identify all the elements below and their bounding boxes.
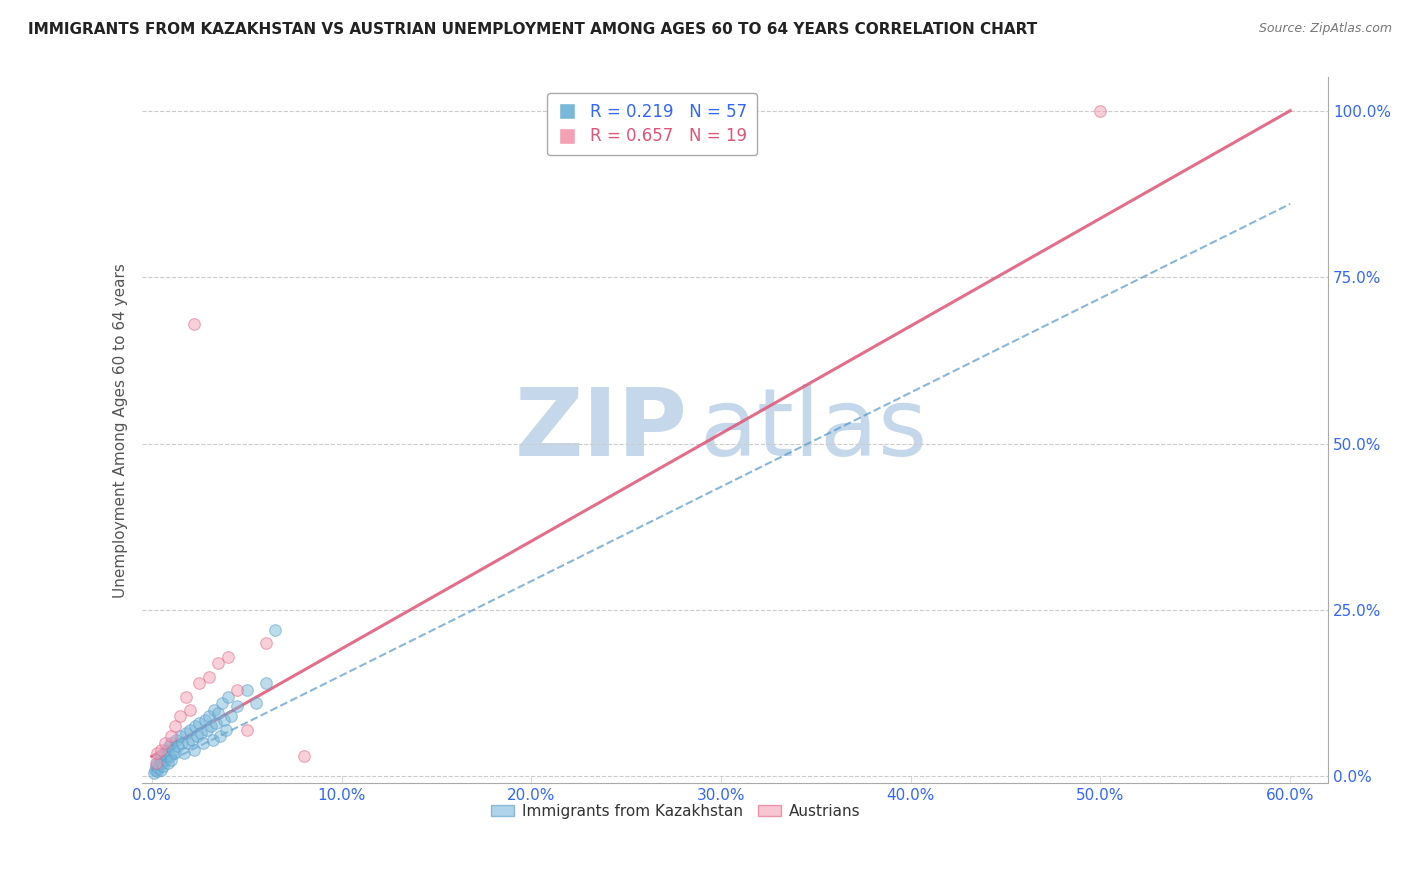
Text: ZIP: ZIP	[515, 384, 688, 476]
Point	[215, 723, 238, 737]
Point	[163, 719, 186, 733]
Point	[207, 657, 229, 671]
Point	[172, 736, 194, 750]
Y-axis label: Unemployment Among Ages 60 to 64 years: Unemployment Among Ages 60 to 64 years	[114, 263, 128, 598]
Point	[166, 732, 188, 747]
Point	[180, 732, 202, 747]
Point	[188, 676, 211, 690]
Point	[173, 746, 195, 760]
Point	[156, 749, 179, 764]
Point	[159, 749, 181, 764]
Point	[217, 690, 239, 704]
Text: IMMIGRANTS FROM KAZAKHSTAN VS AUSTRIAN UNEMPLOYMENT AMONG AGES 60 TO 64 YEARS CO: IMMIGRANTS FROM KAZAKHSTAN VS AUSTRIAN U…	[28, 22, 1038, 37]
Point	[148, 757, 170, 772]
Point	[179, 723, 201, 737]
Point	[292, 749, 315, 764]
Point	[153, 736, 176, 750]
Text: atlas: atlas	[700, 384, 928, 476]
Point	[150, 749, 173, 764]
Point	[184, 719, 207, 733]
Point	[190, 726, 212, 740]
Point	[159, 730, 181, 744]
Point	[188, 716, 211, 731]
Point	[226, 682, 249, 697]
Point	[226, 699, 249, 714]
Point	[202, 703, 225, 717]
Point	[169, 730, 191, 744]
Point	[200, 719, 222, 733]
Point	[183, 743, 205, 757]
Point	[221, 709, 243, 723]
Point	[142, 766, 165, 780]
Point	[197, 709, 219, 723]
Point	[209, 730, 232, 744]
Point	[201, 732, 224, 747]
Point	[245, 696, 267, 710]
Point	[145, 756, 167, 770]
Point	[179, 703, 201, 717]
Point	[156, 756, 179, 770]
Point	[155, 743, 177, 757]
Point	[153, 753, 176, 767]
Point	[195, 723, 218, 737]
Point	[157, 739, 180, 754]
Point	[194, 713, 217, 727]
Point	[162, 743, 184, 757]
Point	[254, 636, 277, 650]
Point	[254, 676, 277, 690]
Point	[145, 759, 167, 773]
Point	[146, 746, 169, 760]
Point	[150, 763, 173, 777]
Point	[212, 713, 235, 727]
Point	[235, 723, 257, 737]
Point	[174, 726, 197, 740]
Point	[217, 649, 239, 664]
Text: Source: ZipAtlas.com: Source: ZipAtlas.com	[1258, 22, 1392, 36]
Point	[153, 746, 176, 760]
Point	[174, 690, 197, 704]
Point	[159, 736, 181, 750]
Point	[191, 736, 214, 750]
Point	[143, 763, 166, 777]
Point	[1090, 103, 1112, 118]
Point	[169, 709, 191, 723]
Point	[145, 764, 167, 778]
Point	[183, 317, 205, 331]
Point	[148, 761, 170, 775]
Point	[264, 623, 287, 637]
Point	[149, 753, 172, 767]
Point	[167, 739, 190, 754]
Point	[177, 736, 200, 750]
Point	[205, 716, 228, 731]
Point	[235, 682, 257, 697]
Legend: Immigrants from Kazakhstan, Austrians: Immigrants from Kazakhstan, Austrians	[485, 797, 866, 825]
Point	[152, 759, 174, 773]
Point	[146, 756, 169, 770]
Point	[159, 753, 181, 767]
Point	[211, 696, 233, 710]
Point	[207, 706, 229, 720]
Point	[150, 756, 173, 770]
Point	[197, 669, 219, 683]
Point	[150, 743, 173, 757]
Point	[186, 730, 208, 744]
Point	[163, 746, 186, 760]
